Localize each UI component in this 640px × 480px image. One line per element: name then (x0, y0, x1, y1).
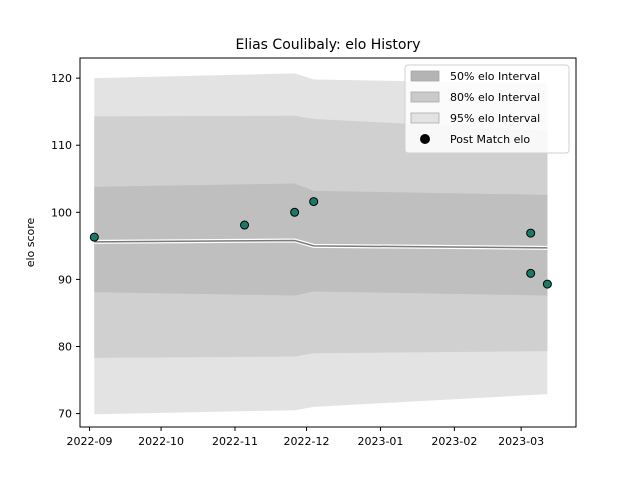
plot-frame (79, 57, 577, 428)
post-match-point (89, 232, 99, 242)
y-tick-label: 120 (51, 72, 72, 85)
post-match-point (526, 228, 536, 238)
x-tick-label: 2022-11 (212, 435, 258, 448)
post-match-point (526, 268, 536, 278)
chart-title: Elias Coulibaly: elo History (235, 37, 420, 53)
post-match-point (309, 197, 319, 207)
y-tick-label: 90 (58, 273, 72, 286)
legend-box (404, 64, 570, 154)
legend-label: 80% elo Interval (450, 91, 540, 104)
x-tick-label: 2022-12 (284, 435, 330, 448)
post-match-point (290, 207, 300, 217)
legend-label: 50% elo Interval (450, 70, 540, 83)
band-50-interval (94, 183, 548, 296)
x-axis-ticks: 2022-09 2022-10 2022-11 2022-12 2023-01 2023-… (67, 427, 544, 448)
x-tick-label: 2023-02 (431, 435, 477, 448)
legend-label: 95% elo Interval (450, 112, 540, 125)
y-axis-ticks: 70 80 90 100 110 120 (51, 72, 80, 421)
legend-label: Post Match elo (450, 133, 530, 146)
y-tick-label: 80 (58, 340, 72, 353)
y-tick-label: 70 (58, 408, 72, 421)
legend-swatch (410, 70, 440, 82)
legend-swatch (410, 112, 440, 124)
post-match-point (240, 220, 250, 230)
x-tick-label: 2022-10 (138, 435, 184, 448)
post-match-points (89, 197, 552, 289)
x-tick-label: 2022-09 (67, 435, 113, 448)
post-match-point (542, 279, 552, 289)
x-tick-label: 2023-01 (357, 435, 403, 448)
y-tick-label: 110 (51, 139, 72, 152)
y-tick-label: 100 (51, 206, 72, 219)
legend-marker (420, 134, 430, 144)
mean-line (94, 239, 548, 249)
x-tick-label: 2023-03 (498, 435, 544, 448)
mean-line-layer (94, 238, 548, 250)
legend-swatch (410, 91, 440, 103)
y-axis-label: elo score (24, 217, 37, 267)
interval-bands (94, 73, 548, 415)
legend: 50% elo Interval 80% elo Interval 95% elo … (404, 64, 570, 154)
